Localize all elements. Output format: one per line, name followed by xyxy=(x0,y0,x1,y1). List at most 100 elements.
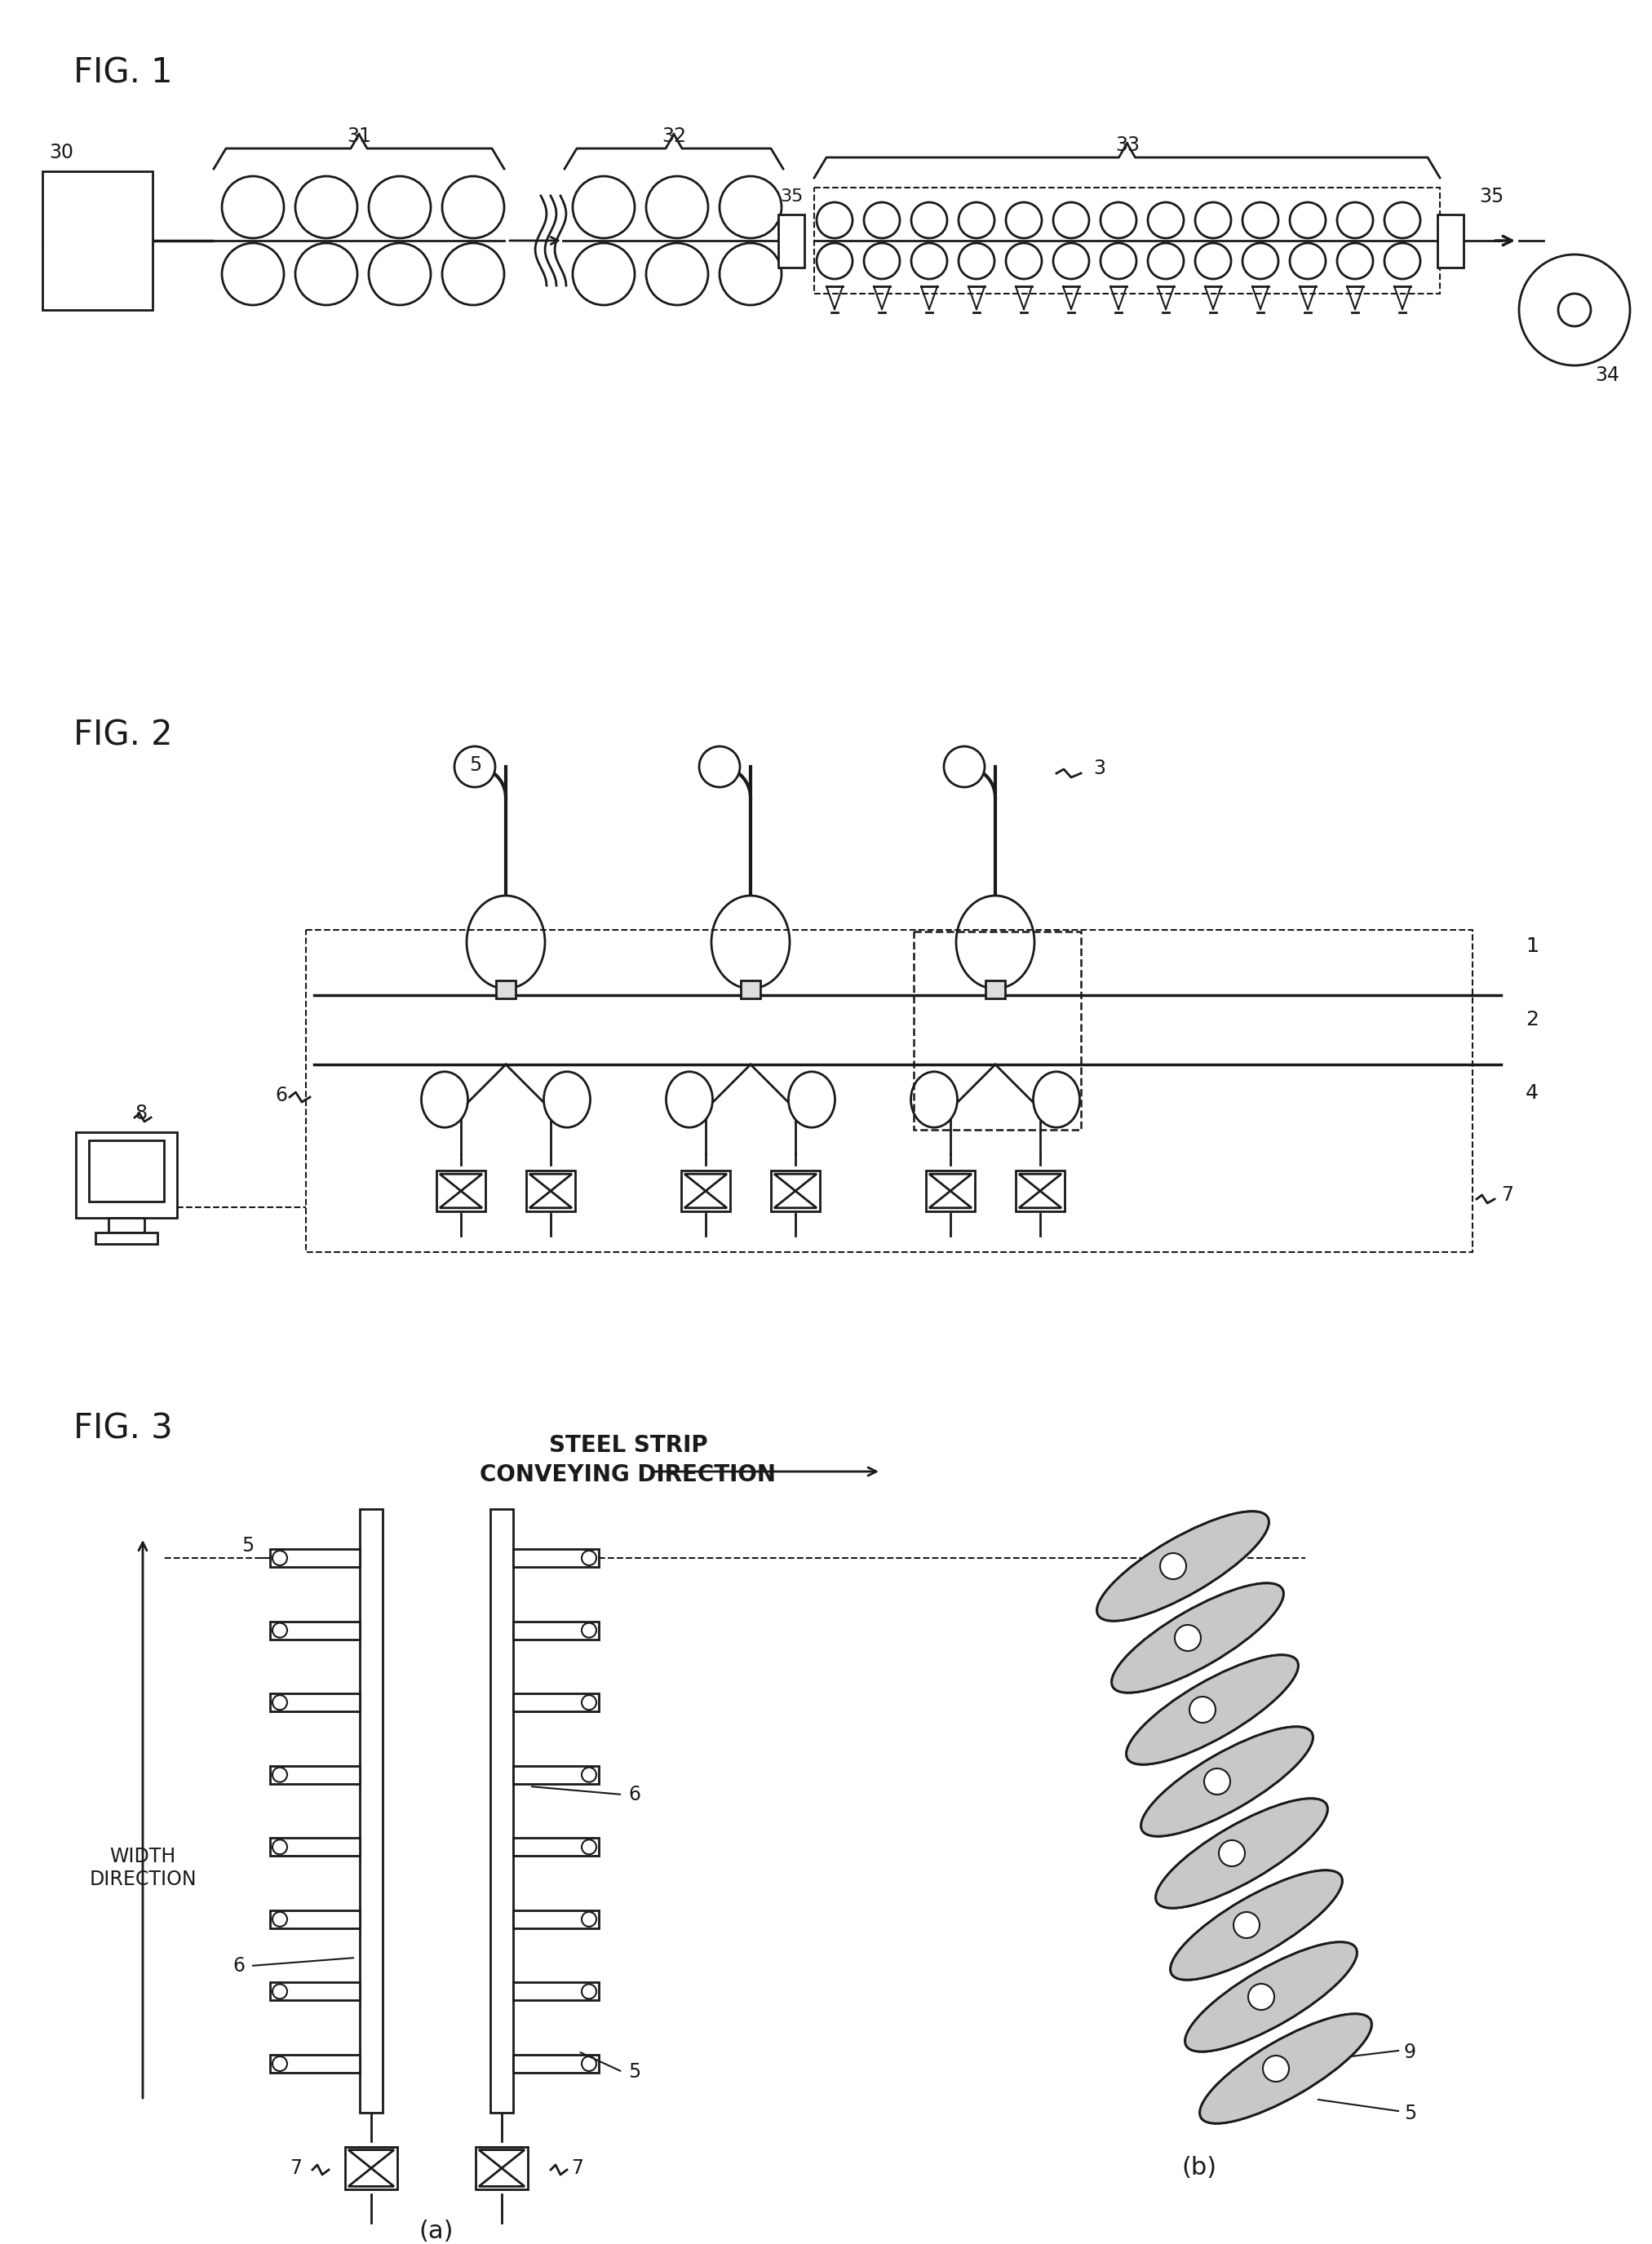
Polygon shape xyxy=(529,1174,572,1192)
Circle shape xyxy=(1262,2056,1289,2082)
Text: STEEL STRIP: STEEL STRIP xyxy=(548,1434,707,1456)
Bar xyxy=(514,1910,598,1928)
Bar xyxy=(491,1508,514,2112)
Ellipse shape xyxy=(910,1073,958,1126)
Circle shape xyxy=(573,177,634,238)
Circle shape xyxy=(720,177,781,238)
Polygon shape xyxy=(684,1174,727,1192)
Bar xyxy=(43,171,152,310)
Bar xyxy=(514,1838,598,1856)
Circle shape xyxy=(1290,242,1325,278)
Ellipse shape xyxy=(788,1073,834,1126)
Circle shape xyxy=(368,242,431,305)
Polygon shape xyxy=(928,1174,971,1192)
Polygon shape xyxy=(479,2150,525,2168)
Circle shape xyxy=(273,1694,287,1710)
Circle shape xyxy=(1219,1840,1246,1867)
Bar xyxy=(496,981,515,999)
Circle shape xyxy=(273,1840,287,1854)
Circle shape xyxy=(1100,242,1137,278)
Ellipse shape xyxy=(1142,1726,1313,1836)
Circle shape xyxy=(1194,242,1231,278)
Circle shape xyxy=(1384,202,1421,238)
Polygon shape xyxy=(775,1192,816,1207)
Bar xyxy=(269,1981,360,1999)
Polygon shape xyxy=(529,1192,572,1207)
Circle shape xyxy=(582,1912,596,1928)
Text: CONVEYING DIRECTION: CONVEYING DIRECTION xyxy=(481,1463,776,1486)
Text: 6: 6 xyxy=(233,1957,244,1975)
Circle shape xyxy=(582,1551,596,1566)
Bar xyxy=(740,981,760,999)
Circle shape xyxy=(582,1768,596,1782)
Bar xyxy=(269,1620,360,1638)
Circle shape xyxy=(1336,242,1373,278)
Bar xyxy=(269,1838,360,1856)
Text: 5: 5 xyxy=(1404,2103,1416,2123)
Polygon shape xyxy=(439,1192,482,1207)
Circle shape xyxy=(273,2056,287,2071)
Text: 6: 6 xyxy=(628,1784,641,1804)
Text: 2: 2 xyxy=(1525,1010,1538,1030)
Circle shape xyxy=(582,1622,596,1638)
Polygon shape xyxy=(684,1192,727,1207)
Text: (b): (b) xyxy=(1181,2156,1218,2179)
Text: FIG. 3: FIG. 3 xyxy=(73,1411,173,1445)
Circle shape xyxy=(273,1551,287,1566)
Bar xyxy=(778,215,805,267)
Text: FIG. 1: FIG. 1 xyxy=(73,56,173,90)
Circle shape xyxy=(1336,202,1373,238)
Polygon shape xyxy=(1019,1192,1061,1207)
Polygon shape xyxy=(775,1174,816,1192)
Text: (a): (a) xyxy=(420,2219,454,2242)
Ellipse shape xyxy=(1097,1510,1269,1620)
Circle shape xyxy=(296,177,357,238)
Circle shape xyxy=(646,177,709,238)
Text: 7: 7 xyxy=(572,2159,583,2179)
Circle shape xyxy=(1189,1696,1216,1723)
Circle shape xyxy=(1148,242,1184,278)
Bar xyxy=(514,2056,598,2073)
Circle shape xyxy=(443,242,504,305)
Circle shape xyxy=(573,242,634,305)
Circle shape xyxy=(1006,242,1042,278)
Polygon shape xyxy=(349,2168,395,2186)
Bar xyxy=(986,981,1004,999)
Bar xyxy=(514,1694,598,1712)
Circle shape xyxy=(454,747,496,788)
Text: 32: 32 xyxy=(661,126,686,146)
Ellipse shape xyxy=(666,1073,712,1126)
Circle shape xyxy=(273,1622,287,1638)
Text: WIDTH
DIRECTION: WIDTH DIRECTION xyxy=(89,1847,197,1889)
Text: FIG. 2: FIG. 2 xyxy=(73,718,172,752)
Text: 6: 6 xyxy=(274,1086,287,1106)
Polygon shape xyxy=(479,2168,525,2186)
Circle shape xyxy=(958,202,995,238)
Bar xyxy=(269,1910,360,1928)
Bar xyxy=(345,2148,396,2190)
Text: 33: 33 xyxy=(1115,135,1140,155)
Ellipse shape xyxy=(544,1073,590,1126)
Ellipse shape xyxy=(1199,2013,1371,2123)
Circle shape xyxy=(816,242,852,278)
Bar xyxy=(96,1232,157,1243)
Ellipse shape xyxy=(1112,1582,1284,1692)
Text: 5: 5 xyxy=(241,1535,254,1555)
Text: 1: 1 xyxy=(1525,936,1538,956)
Circle shape xyxy=(1160,1553,1186,1580)
Circle shape xyxy=(1006,202,1042,238)
Text: 7: 7 xyxy=(289,2159,302,2179)
Bar xyxy=(89,1140,164,1201)
Bar xyxy=(306,929,1472,1252)
Bar xyxy=(1016,1171,1064,1212)
Circle shape xyxy=(1242,202,1279,238)
Circle shape xyxy=(1100,202,1137,238)
Ellipse shape xyxy=(421,1073,468,1126)
Circle shape xyxy=(582,2056,596,2071)
Bar xyxy=(771,1171,819,1212)
Text: 8: 8 xyxy=(134,1104,147,1124)
Bar xyxy=(914,931,1080,1129)
Ellipse shape xyxy=(1032,1073,1080,1126)
Circle shape xyxy=(273,1768,287,1782)
Ellipse shape xyxy=(1184,1941,1356,2051)
